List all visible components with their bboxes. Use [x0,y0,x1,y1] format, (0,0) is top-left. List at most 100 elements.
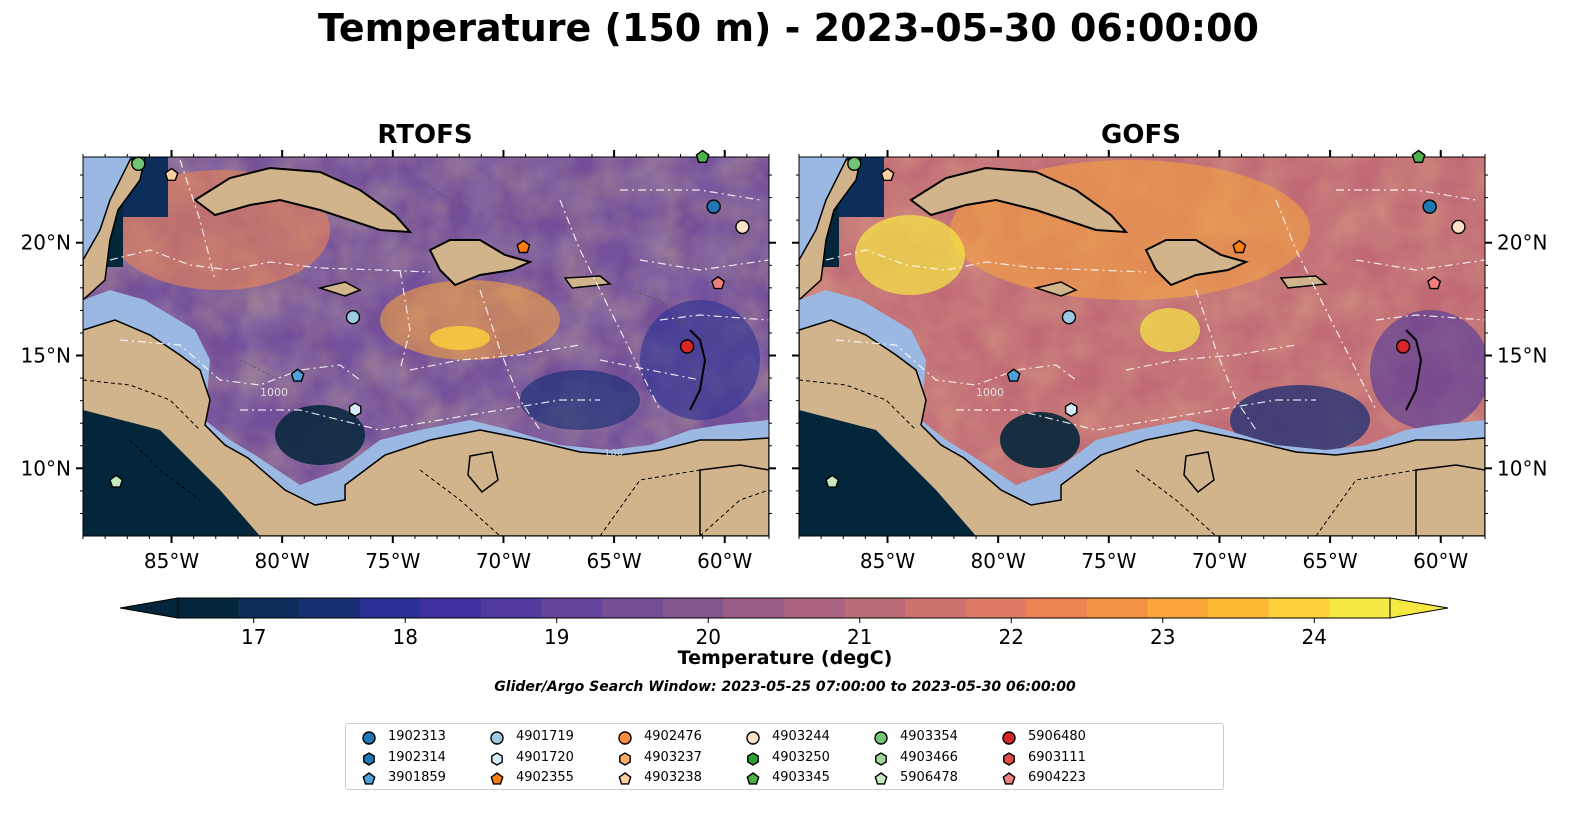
y-tick-label: 10°N [21,456,71,480]
float-marker-5906480 [679,339,695,354]
legend-label: 1902314 [388,749,446,765]
colorbar-segment [662,598,724,618]
float-marker-4903354 [847,156,862,171]
colorbar-segment [481,598,543,618]
colorbar-segment [420,598,482,618]
pentagon-icon [618,772,632,785]
float-marker-4901719 [1061,309,1077,325]
gofs-map: 1000 [799,157,1485,536]
y-tick-label: 15°N [21,344,71,368]
axes-layer: 85°W 80°W 75°W 70°W 65°W 60°W 20°N 15°N 10°N 85°W… [21,150,1547,573]
float-marker-4901719 [345,309,361,325]
legend-label: 5906478 [900,770,958,785]
colorbar-tick-label: 24 [1302,625,1327,649]
colorbar-segment [541,598,603,618]
hexagon-icon [747,751,759,766]
float-marker-4903238 [880,167,895,182]
pentagon-icon [874,772,888,785]
colorbar: 17 18 19 20 21 22 23 24 [119,597,1449,649]
float-marker-1902313 [706,199,721,214]
colorbar-segment [1087,598,1149,618]
colorbar-segment [905,598,967,618]
panel-title-rtofs: RTOFS [377,120,473,150]
legend-label: 5906480 [1028,729,1086,744]
colorbar-segment [178,598,240,618]
colorbar-tick-label: 20 [696,625,721,649]
circle-icon [746,731,760,745]
y-tick-label: 20°N [21,231,71,255]
x-tick-label: 65°W [586,549,641,573]
float-marker-3901859 [1006,368,1021,382]
y-tick-label: 20°N [1497,231,1547,255]
colorbar-tick-label: 19 [544,625,569,649]
colorbar-segment [844,598,906,618]
colorbar-tick-label: 22 [999,625,1024,649]
float-legend: 1902313 1902314 3901859 4901719 4901720 49023… [345,723,1224,790]
y-tick-label: 10°N [1497,456,1547,480]
x-tick-label: 65°W [1302,549,1357,573]
x-tick-label: 80°W [971,549,1026,573]
legend-label: 4903466 [900,749,958,765]
float-marker-4903244 [735,219,750,235]
gofs-frame [798,156,1486,537]
circle-icon [618,731,632,745]
float-marker-6904223 [1427,275,1442,290]
float-marker-4903244 [1451,219,1466,235]
legend-label: 4901719 [516,729,574,744]
x-tick-label: 85°W [144,549,199,573]
y-tick-label: 15°N [1497,344,1547,368]
float-marker-5906478 [109,474,124,488]
colorbar-segment [1026,598,1088,618]
legend-label: 4903354 [900,729,958,744]
marker-layer [109,149,1466,488]
float-marker-4903354 [131,156,146,171]
legend-label: 3901859 [388,770,446,785]
x-tick-label: 70°W [476,549,531,573]
contour-label: 1000 [976,386,1004,399]
float-marker-5906480 [1395,339,1411,354]
float-marker-4901720 [348,402,362,418]
float-marker-3901859 [290,368,305,382]
colorbar-tick-label: 23 [1150,625,1175,649]
pentagon-icon [1002,772,1016,785]
legend-label: 4901720 [516,749,574,765]
legend-label: 1902313 [388,729,446,744]
hexagon-icon [1003,751,1015,766]
legend-label: 4903238 [644,770,702,785]
float-marker-1902313 [1422,199,1437,214]
circle-icon [1002,731,1016,745]
circle-icon [490,731,504,745]
pentagon-icon [746,772,760,785]
legend-label: 6904223 [1028,770,1086,785]
colorbar-segment [965,598,1027,618]
colorbar-segment [238,598,300,618]
hexagon-icon [875,751,887,766]
colorbar-tick-label: 18 [393,625,418,649]
colorbar-segment [359,598,421,618]
x-tick-label: 80°W [255,549,310,573]
x-tick-label: 70°W [1192,549,1247,573]
colorbar-label: Temperature (degC) [677,647,893,669]
hexagon-icon [363,751,375,766]
colorbar-segment [784,598,846,618]
x-tick-label: 60°W [697,549,752,573]
circle-icon [362,731,376,745]
colorbar-segment [1268,598,1330,618]
pentagon-icon [362,772,376,785]
colorbar-segment [1208,598,1270,618]
float-marker-4902355 [516,239,531,254]
rtofs-map: 1000 100 [83,157,769,536]
rtofs-frame [82,156,770,537]
float-marker-4903238 [164,167,179,182]
colorbar-segment [299,598,361,618]
colorbar-max-extension [1389,597,1449,619]
legend-label: 4903237 [644,749,702,765]
x-tick-label: 75°W [365,549,420,573]
legend-label: 4903250 [772,749,830,765]
legend-label: 4902355 [516,770,574,785]
float-marker-4903345 [695,149,710,164]
search-window-text: Glider/Argo Search Window: 2023-05-25 07… [494,679,1076,695]
legend-label: 4903345 [772,770,830,785]
hexagon-icon [619,751,631,766]
contour-label: 100 [604,448,623,459]
